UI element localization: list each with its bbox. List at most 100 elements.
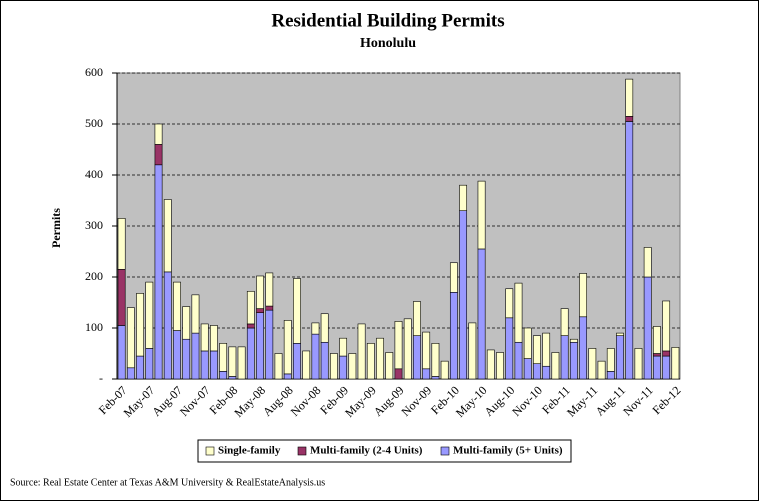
- bar-segment: [256, 312, 264, 380]
- bar-segment: [274, 353, 283, 380]
- legend-box: [197, 439, 572, 463]
- bar-segment: [320, 341, 329, 380]
- bar-segment: [154, 164, 163, 380]
- bar-segment: [560, 335, 569, 380]
- y-tick-label: 400: [85, 167, 103, 181]
- bar-segment: [431, 376, 440, 380]
- bar-segment: [376, 337, 384, 380]
- bar-segment: [579, 273, 587, 318]
- bar-segment: [394, 321, 403, 370]
- bar-segment: [136, 293, 144, 357]
- bar-segment: [311, 322, 320, 335]
- chart-title: Residential Building Permits: [271, 10, 504, 31]
- bar-segment: [265, 309, 274, 380]
- bar-segment: [523, 358, 532, 380]
- bar-segment: [256, 308, 264, 313]
- bar-segment: [625, 121, 634, 380]
- bar-segment: [643, 247, 652, 278]
- bar-segment: [163, 271, 172, 380]
- legend-label: Single-family: [218, 445, 281, 457]
- bar-segment: [496, 352, 504, 380]
- legend-swatch: [440, 446, 450, 456]
- bar-segment: [219, 342, 228, 372]
- bar-segment: [477, 248, 486, 380]
- bar-segment: [606, 371, 615, 380]
- bar-segment: [117, 218, 126, 270]
- bar-segment: [514, 341, 523, 380]
- bar-segment: [643, 276, 652, 380]
- bar-segment: [671, 347, 680, 380]
- bar-segment: [588, 348, 597, 380]
- bar-segment: [422, 368, 431, 380]
- bar-segment: [653, 326, 661, 354]
- bar-segment: [569, 341, 578, 380]
- bar-segment: [348, 353, 357, 380]
- bar-segment: [117, 325, 126, 380]
- bar-segment: [422, 331, 431, 370]
- bar-segment: [366, 342, 375, 380]
- source: Source: Real Estate Center at Texas A&M …: [10, 477, 325, 488]
- bar-segment: [662, 300, 671, 352]
- bar-segment: [293, 342, 301, 380]
- chart-subtitle: Honolulu: [360, 36, 416, 51]
- bar-segment: [283, 373, 292, 380]
- bar-segment: [468, 322, 477, 380]
- y-axis-label: Permits: [49, 208, 63, 248]
- bar-segment: [154, 144, 163, 166]
- bar-segment: [486, 349, 495, 380]
- bar-segment: [191, 294, 200, 334]
- bar-segment: [431, 342, 440, 377]
- bar-segment: [173, 330, 181, 380]
- bar-segment: [569, 338, 578, 343]
- y-tick-label: 300: [85, 218, 103, 232]
- bar-segment: [126, 307, 135, 369]
- bar-segment: [413, 301, 421, 336]
- bar-segment: [505, 288, 514, 319]
- bar-segment: [616, 335, 624, 380]
- bar-segment: [265, 272, 274, 307]
- bar-segment: [542, 332, 551, 367]
- bar-segment: [533, 335, 541, 364]
- bar-segment: [459, 184, 468, 211]
- y-tick-label: 600: [85, 65, 103, 79]
- bar-segment: [533, 363, 541, 380]
- bar-segment: [228, 376, 237, 380]
- bar-segment: [477, 180, 486, 250]
- bar-segment: [210, 350, 218, 380]
- bar-segment: [246, 290, 255, 325]
- bar-segment: [385, 352, 394, 380]
- bar-segment: [145, 348, 154, 380]
- bar-segment: [606, 348, 615, 372]
- bar-segment: [403, 318, 412, 380]
- bar-segment: [246, 323, 255, 329]
- bar-segment: [514, 282, 523, 343]
- legend-swatch: [205, 446, 215, 456]
- bar-segment: [449, 291, 458, 380]
- bar-segment: [440, 360, 449, 380]
- bar-segment: [329, 353, 338, 380]
- bar-segment: [449, 262, 458, 293]
- bar-segment: [505, 317, 514, 380]
- y-tick-label: 500: [85, 116, 103, 130]
- bar-segment: [163, 199, 172, 273]
- bar-segment: [634, 348, 643, 380]
- bar-segment: [394, 368, 403, 380]
- bar-segment: [357, 323, 366, 380]
- bar-segment: [625, 116, 634, 122]
- bar-segment: [200, 323, 209, 352]
- bar-segment: [625, 78, 634, 117]
- bar-segment: [228, 346, 237, 377]
- bar-segment: [293, 278, 301, 344]
- bar-segment: [662, 355, 671, 380]
- bar-segment: [246, 327, 255, 380]
- bar-segment: [182, 306, 191, 340]
- bar-segment: [136, 355, 144, 380]
- y-tick-label: 200: [85, 269, 103, 283]
- bar-segment: [339, 355, 348, 380]
- bar-segment: [145, 281, 154, 349]
- bar-segment: [616, 332, 624, 336]
- bar-segment: [237, 346, 246, 380]
- y-tick-label: 100: [85, 320, 103, 334]
- bar-segment: [523, 327, 532, 359]
